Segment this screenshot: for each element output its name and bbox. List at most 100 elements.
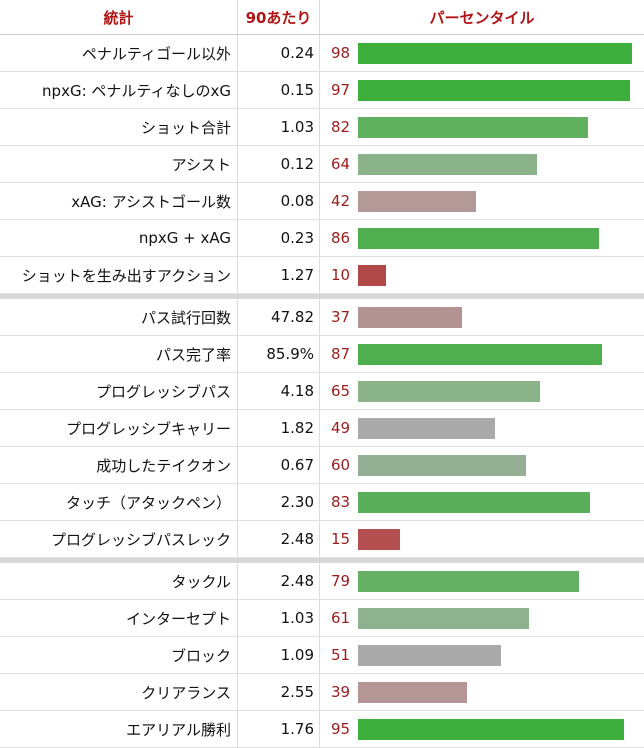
percentile-cell: 64 bbox=[320, 146, 644, 182]
percentile-value: 82 bbox=[331, 118, 351, 136]
percentile-bar bbox=[358, 306, 462, 328]
header-stat[interactable]: 統計 bbox=[103, 8, 134, 27]
stat-label: ショット合計 bbox=[140, 118, 231, 137]
percentile-value: 37 bbox=[331, 308, 351, 326]
percentile-cell: 51 bbox=[320, 637, 644, 673]
table-body: ペナルティゴール以外 0.24 98 npxG: ペナルティなしのxG 0.15 97 ショ… bbox=[0, 35, 644, 748]
stat-label: タックル bbox=[171, 572, 231, 591]
percentile-cell: 42 bbox=[320, 183, 644, 219]
table-row: プログレッシブキャリー 1.82 49 bbox=[0, 410, 644, 447]
percentile-value: 51 bbox=[331, 646, 351, 664]
percentile-cell: 98 bbox=[320, 35, 644, 71]
percentile-bar bbox=[358, 607, 529, 629]
percentile-cell: 60 bbox=[320, 447, 644, 483]
percentile-cell: 37 bbox=[320, 299, 644, 335]
per90-value: 0.24 bbox=[237, 35, 320, 71]
percentile-value: 65 bbox=[331, 382, 351, 400]
table-row: ショットを生み出すアクション 1.27 10 bbox=[0, 257, 644, 294]
stat-label: エアリアル勝利 bbox=[126, 720, 231, 739]
percentile-value: 42 bbox=[331, 192, 351, 210]
table-header: 統計 90あたり パーセンタイル bbox=[0, 0, 644, 35]
per90-value: 1.03 bbox=[237, 600, 320, 636]
stat-label: パス完了率 bbox=[155, 345, 231, 364]
table-row: npxG + xAG 0.23 86 bbox=[0, 220, 644, 257]
header-percentile[interactable]: パーセンタイル bbox=[429, 8, 535, 27]
stat-label: プログレッシブキャリー bbox=[65, 419, 231, 438]
percentile-bar bbox=[358, 264, 386, 286]
percentile-cell: 65 bbox=[320, 373, 644, 409]
percentile-bar bbox=[358, 644, 501, 666]
percentile-bar bbox=[358, 380, 540, 402]
per90-value: 85.9% bbox=[237, 336, 320, 372]
stat-label: ブロック bbox=[170, 646, 231, 665]
per90-value: 1.82 bbox=[237, 410, 320, 446]
percentile-value: 49 bbox=[331, 419, 351, 437]
percentile-cell: 49 bbox=[320, 410, 644, 446]
percentile-cell: 86 bbox=[320, 220, 644, 256]
per90-value: 2.48 bbox=[237, 521, 320, 557]
per90-value: 1.03 bbox=[237, 109, 320, 145]
per90-value: 1.27 bbox=[237, 257, 320, 293]
table-row: プログレッシブパス 4.18 65 bbox=[0, 373, 644, 410]
percentile-cell: 83 bbox=[320, 484, 644, 520]
percentile-bar bbox=[358, 116, 588, 138]
per90-value: 0.67 bbox=[237, 447, 320, 483]
percentile-bar bbox=[358, 153, 537, 175]
percentile-value: 61 bbox=[331, 609, 351, 627]
table-row: エアリアル勝利 1.76 95 bbox=[0, 711, 644, 748]
table-row: パス試行回数 47.82 37 bbox=[0, 299, 644, 336]
percentile-value: 39 bbox=[331, 683, 351, 701]
percentile-value: 60 bbox=[331, 456, 351, 474]
table-row: xAG: アシストゴール数 0.08 42 bbox=[0, 183, 644, 220]
group-separator bbox=[0, 558, 644, 563]
percentile-cell: 10 bbox=[320, 257, 644, 293]
percentile-cell: 82 bbox=[320, 109, 644, 145]
percentile-bar bbox=[358, 528, 400, 550]
percentile-bar bbox=[358, 491, 590, 513]
stat-label: パス試行回数 bbox=[140, 308, 231, 327]
stat-label: ペナルティゴール以外 bbox=[81, 44, 231, 63]
stat-label: クリアランス bbox=[141, 683, 231, 702]
table-row: ペナルティゴール以外 0.24 98 bbox=[0, 35, 644, 72]
per90-value: 0.12 bbox=[237, 146, 320, 182]
percentile-bar bbox=[358, 42, 632, 64]
percentile-value: 97 bbox=[331, 81, 351, 99]
percentile-bar bbox=[358, 79, 630, 101]
percentile-bar bbox=[358, 718, 624, 740]
table-row: パス完了率 85.9% 87 bbox=[0, 336, 644, 373]
percentile-value: 87 bbox=[331, 345, 351, 363]
per90-value: 47.82 bbox=[237, 299, 320, 335]
table-row: npxG: ペナルティなしのxG 0.15 97 bbox=[0, 72, 644, 109]
percentile-cell: 87 bbox=[320, 336, 644, 372]
per90-value: 2.55 bbox=[237, 674, 320, 710]
per90-value: 2.30 bbox=[237, 484, 320, 520]
table-row: ショット合計 1.03 82 bbox=[0, 109, 644, 146]
stat-label: xAG: アシストゴール数 bbox=[71, 192, 231, 211]
stat-label: タッチ（アタックペン） bbox=[65, 493, 231, 512]
percentile-cell: 79 bbox=[320, 563, 644, 599]
table-row: プログレッシブパスレック 2.48 15 bbox=[0, 521, 644, 558]
percentile-value: 79 bbox=[331, 572, 351, 590]
percentile-bar bbox=[358, 343, 602, 365]
per90-value: 2.48 bbox=[237, 563, 320, 599]
table-row: ブロック 1.09 51 bbox=[0, 637, 644, 674]
stat-label: npxG: ペナルティなしのxG bbox=[42, 81, 231, 100]
stat-label: ショットを生み出すアクション bbox=[21, 266, 231, 285]
percentile-value: 64 bbox=[331, 155, 351, 173]
stat-label: プログレッシブパスレック bbox=[50, 530, 231, 549]
table-row: アシスト 0.12 64 bbox=[0, 146, 644, 183]
stat-label: npxG + xAG bbox=[138, 229, 231, 247]
header-per90[interactable]: 90あたり bbox=[237, 0, 320, 34]
per90-value: 0.08 bbox=[237, 183, 320, 219]
percentile-cell: 95 bbox=[320, 711, 644, 747]
percentile-bar bbox=[358, 681, 467, 703]
per90-value: 1.76 bbox=[237, 711, 320, 747]
percentile-cell: 39 bbox=[320, 674, 644, 710]
percentile-cell: 61 bbox=[320, 600, 644, 636]
percentile-value: 10 bbox=[331, 266, 351, 284]
table-row: タックル 2.48 79 bbox=[0, 563, 644, 600]
percentile-cell: 15 bbox=[320, 521, 644, 557]
per90-value: 0.23 bbox=[237, 220, 320, 256]
percentile-value: 95 bbox=[331, 720, 351, 738]
